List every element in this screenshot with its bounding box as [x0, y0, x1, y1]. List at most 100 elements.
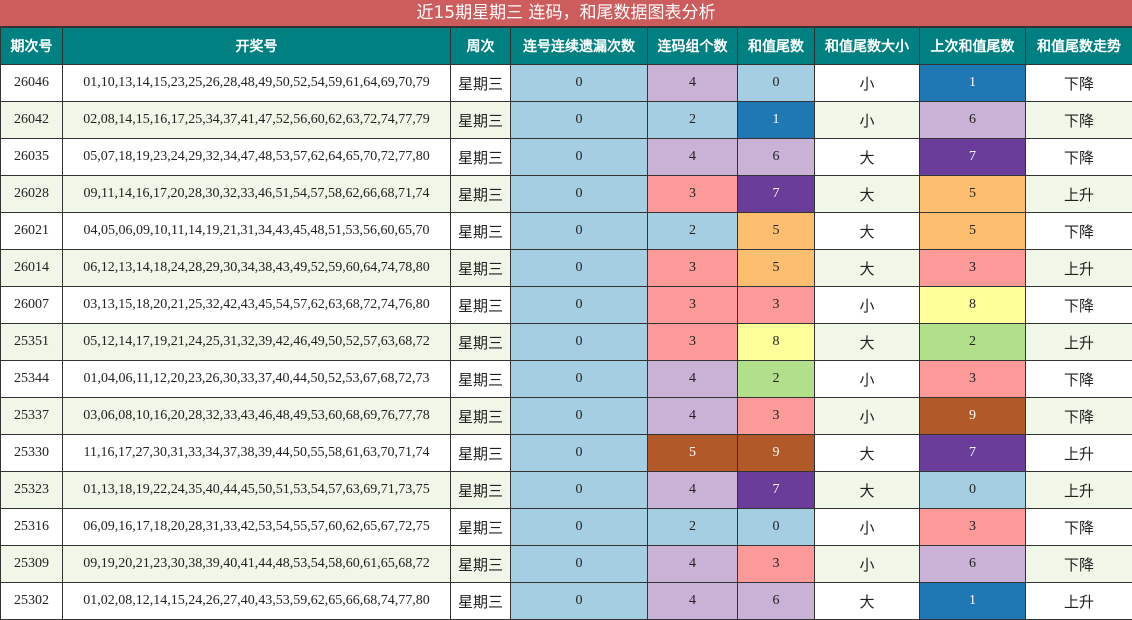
- tail-cell: 6: [737, 138, 815, 176]
- numbers-cell: 01,13,18,19,22,24,35,40,44,45,50,51,53,5…: [62, 471, 451, 509]
- miss-cell: 0: [510, 471, 648, 509]
- numbers-cell: 03,13,15,18,20,21,25,32,42,43,45,54,57,6…: [62, 286, 451, 324]
- table-row: 26028 09,11,14,16,17,20,28,30,32,33,46,51…: [0, 175, 1132, 213]
- prev-tail-cell: 0: [919, 471, 1026, 509]
- weekday-cell: 星期三: [450, 397, 511, 435]
- period-cell: 25323: [0, 471, 63, 509]
- analysis-table: 期次号 开奖号 周次 连号连续遗漏次数 连码组个数 和值尾数 和值尾数大小 上次…: [0, 27, 1132, 620]
- size-cell: 大: [814, 434, 920, 472]
- prev-tail-cell: 1: [919, 582, 1026, 620]
- size-cell: 小: [814, 64, 920, 102]
- miss-cell: 0: [510, 323, 648, 361]
- trend-cell: 上升: [1025, 471, 1132, 509]
- count-cell: 4: [647, 545, 738, 583]
- miss-cell: 0: [510, 360, 648, 398]
- period-cell: 26028: [0, 175, 63, 213]
- miss-cell: 0: [510, 397, 648, 435]
- size-cell: 大: [814, 471, 920, 509]
- table-row: 26046 01,10,13,14,15,23,25,26,28,48,49,50…: [0, 64, 1132, 102]
- prev-tail-cell: 3: [919, 360, 1026, 398]
- prev-tail-cell: 1: [919, 64, 1026, 102]
- header-tail: 和值尾数: [737, 27, 815, 65]
- numbers-cell: 09,11,14,16,17,20,28,30,32,33,46,51,54,5…: [62, 175, 451, 213]
- numbers-cell: 02,08,14,15,16,17,25,34,37,41,47,52,56,6…: [62, 101, 451, 139]
- weekday-cell: 星期三: [450, 175, 511, 213]
- size-cell: 小: [814, 360, 920, 398]
- miss-cell: 0: [510, 64, 648, 102]
- trend-cell: 下降: [1025, 545, 1132, 583]
- tail-cell: 9: [737, 434, 815, 472]
- tail-cell: 2: [737, 360, 815, 398]
- count-cell: 3: [647, 286, 738, 324]
- miss-cell: 0: [510, 508, 648, 546]
- size-cell: 小: [814, 508, 920, 546]
- numbers-cell: 04,05,06,09,10,11,14,19,21,31,34,43,45,4…: [62, 212, 451, 250]
- count-cell: 3: [647, 323, 738, 361]
- tail-cell: 7: [737, 175, 815, 213]
- size-cell: 大: [814, 323, 920, 361]
- numbers-cell: 03,06,08,10,16,20,28,32,33,43,46,48,49,5…: [62, 397, 451, 435]
- header-prev-tail: 上次和值尾数: [919, 27, 1026, 65]
- weekday-cell: 星期三: [450, 545, 511, 583]
- count-cell: 4: [647, 360, 738, 398]
- trend-cell: 下降: [1025, 508, 1132, 546]
- header-period: 期次号: [0, 27, 63, 65]
- prev-tail-cell: 7: [919, 138, 1026, 176]
- count-cell: 2: [647, 101, 738, 139]
- weekday-cell: 星期三: [450, 138, 511, 176]
- numbers-cell: 05,12,14,17,19,21,24,25,31,32,39,42,46,4…: [62, 323, 451, 361]
- period-cell: 26007: [0, 286, 63, 324]
- prev-tail-cell: 9: [919, 397, 1026, 435]
- period-cell: 26046: [0, 64, 63, 102]
- period-cell: 25302: [0, 582, 63, 620]
- weekday-cell: 星期三: [450, 286, 511, 324]
- weekday-cell: 星期三: [450, 212, 511, 250]
- size-cell: 大: [814, 138, 920, 176]
- table-row: 25344 01,04,06,11,12,20,23,26,30,33,37,40…: [0, 360, 1132, 398]
- miss-cell: 0: [510, 434, 648, 472]
- trend-cell: 下降: [1025, 397, 1132, 435]
- numbers-cell: 06,09,16,17,18,20,28,31,33,42,53,54,55,5…: [62, 508, 451, 546]
- trend-cell: 下降: [1025, 212, 1132, 250]
- numbers-cell: 11,16,17,27,30,31,33,34,37,38,39,44,50,5…: [62, 434, 451, 472]
- tail-cell: 7: [737, 471, 815, 509]
- miss-cell: 0: [510, 249, 648, 287]
- period-cell: 26042: [0, 101, 63, 139]
- tail-cell: 6: [737, 582, 815, 620]
- trend-cell: 上升: [1025, 249, 1132, 287]
- size-cell: 小: [814, 397, 920, 435]
- header-row: 期次号 开奖号 周次 连号连续遗漏次数 连码组个数 和值尾数 和值尾数大小 上次…: [0, 27, 1132, 65]
- table-row: 26007 03,13,15,18,20,21,25,32,42,43,45,54…: [0, 286, 1132, 324]
- prev-tail-cell: 7: [919, 434, 1026, 472]
- count-cell: 4: [647, 138, 738, 176]
- period-cell: 25337: [0, 397, 63, 435]
- weekday-cell: 星期三: [450, 101, 511, 139]
- tail-cell: 0: [737, 64, 815, 102]
- miss-cell: 0: [510, 175, 648, 213]
- count-cell: 5: [647, 434, 738, 472]
- prev-tail-cell: 2: [919, 323, 1026, 361]
- table-row: 25309 09,19,20,21,23,30,38,39,40,41,44,48…: [0, 545, 1132, 583]
- count-cell: 3: [647, 175, 738, 213]
- size-cell: 小: [814, 545, 920, 583]
- period-cell: 26035: [0, 138, 63, 176]
- trend-cell: 下降: [1025, 286, 1132, 324]
- prev-tail-cell: 3: [919, 249, 1026, 287]
- period-cell: 25351: [0, 323, 63, 361]
- tail-cell: 3: [737, 286, 815, 324]
- prev-tail-cell: 5: [919, 175, 1026, 213]
- weekday-cell: 星期三: [450, 582, 511, 620]
- numbers-cell: 09,19,20,21,23,30,38,39,40,41,44,48,53,5…: [62, 545, 451, 583]
- size-cell: 小: [814, 286, 920, 324]
- size-cell: 大: [814, 212, 920, 250]
- prev-tail-cell: 5: [919, 212, 1026, 250]
- trend-cell: 下降: [1025, 138, 1132, 176]
- size-cell: 大: [814, 249, 920, 287]
- miss-cell: 0: [510, 138, 648, 176]
- weekday-cell: 星期三: [450, 471, 511, 509]
- tail-cell: 3: [737, 397, 815, 435]
- trend-cell: 上升: [1025, 323, 1132, 361]
- trend-cell: 下降: [1025, 101, 1132, 139]
- tail-cell: 8: [737, 323, 815, 361]
- header-miss: 连号连续遗漏次数: [510, 27, 648, 65]
